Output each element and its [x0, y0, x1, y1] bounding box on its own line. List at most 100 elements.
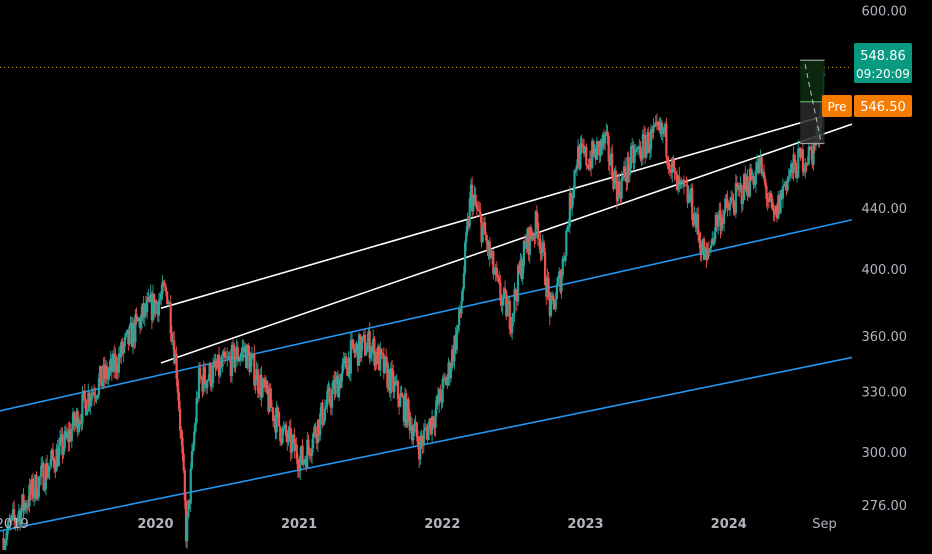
candle: [149, 284, 152, 303]
candle: [702, 236, 706, 261]
candle: [688, 189, 692, 203]
time-axis[interactable]: 2019 2020 2021 2022 2023 2024 Sep: [0, 517, 837, 532]
candle: [164, 283, 168, 297]
candle: [82, 390, 85, 402]
candle: [321, 399, 324, 428]
candle: [162, 280, 165, 287]
candle: [53, 456, 56, 474]
candle: [508, 296, 511, 335]
candle: [739, 176, 742, 193]
candle: [438, 387, 441, 413]
price-tick-label: 600.00: [862, 5, 908, 20]
candle: [434, 400, 437, 437]
price-axis[interactable]: 600.00 440.00 400.00 360.00 330.00 300.00 276.…: [862, 5, 908, 514]
candle: [77, 417, 80, 435]
candle: [396, 379, 400, 408]
candle: [475, 201, 478, 218]
candle: [673, 160, 676, 182]
candle: [535, 205, 538, 229]
candle: [615, 177, 619, 210]
candle: [303, 456, 307, 465]
candle: [111, 350, 115, 373]
candle: [253, 344, 256, 391]
candle: [69, 423, 72, 443]
candle: [500, 294, 503, 312]
candle: [612, 172, 615, 192]
candle: [336, 370, 339, 398]
candle: [764, 175, 767, 190]
candle: [248, 345, 251, 376]
candle: [506, 294, 509, 317]
candle: [496, 274, 500, 283]
candle: [413, 418, 416, 436]
candle: [625, 173, 628, 192]
candle: [43, 482, 46, 493]
candle: [18, 508, 22, 531]
channel-lower-line[interactable]: [160, 123, 853, 364]
candle: [241, 339, 244, 362]
candle: [414, 415, 417, 425]
candle: [708, 247, 712, 257]
candle: [193, 424, 196, 451]
candle: [35, 471, 38, 501]
candle: [755, 154, 759, 174]
candle: [113, 345, 116, 379]
candle: [375, 348, 378, 370]
candle: [84, 398, 88, 417]
candle: [202, 360, 205, 396]
candle: [131, 317, 135, 355]
candle: [609, 147, 613, 167]
candle: [20, 504, 23, 528]
candle: [790, 160, 793, 179]
candle: [710, 240, 713, 253]
candle: [601, 131, 604, 155]
candle: [448, 360, 451, 387]
candle: [449, 362, 453, 383]
candle: [121, 337, 124, 356]
candle: [671, 156, 674, 183]
candle: [127, 329, 130, 351]
candle: [16, 514, 19, 532]
candle: [479, 202, 482, 223]
channel-upper-line[interactable]: [160, 107, 853, 309]
candle: [27, 496, 30, 511]
candle: [720, 214, 723, 235]
candle: [320, 402, 323, 416]
candle: [679, 179, 682, 189]
candle: [627, 151, 630, 184]
candle: [295, 437, 298, 465]
candle: [721, 209, 724, 229]
candle: [353, 344, 356, 358]
candle: [332, 375, 335, 390]
candle: [23, 501, 26, 515]
candle: [266, 379, 269, 396]
candle: [33, 490, 36, 507]
candle: [778, 194, 781, 216]
candle: [390, 360, 394, 379]
candle: [665, 117, 668, 166]
candle: [393, 376, 396, 398]
candle: [197, 362, 201, 402]
candle: [514, 287, 517, 300]
candle: [784, 180, 787, 191]
candle: [586, 164, 589, 169]
candle: [482, 217, 485, 229]
candle: [215, 358, 218, 372]
candle: [373, 336, 376, 371]
candle: [804, 158, 807, 179]
candle: [493, 267, 496, 275]
candle: [734, 174, 737, 219]
candle: [797, 139, 800, 179]
candle: [42, 460, 45, 491]
candle: [611, 144, 614, 181]
candle: [9, 516, 12, 531]
candle: [142, 296, 145, 324]
candle: [427, 421, 430, 441]
candle: [213, 354, 216, 367]
candle: [591, 137, 594, 170]
candle: [461, 286, 464, 302]
trendline-lower[interactable]: [0, 356, 853, 532]
candle: [606, 124, 609, 145]
